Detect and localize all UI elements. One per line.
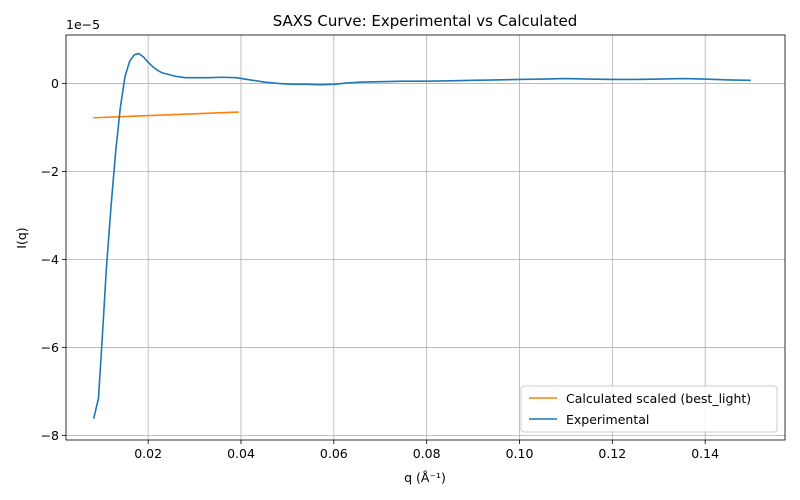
y-tick-label: −6: [41, 340, 59, 355]
y-tick-label: −8: [41, 428, 59, 443]
y-offset-label: 1e−5: [66, 17, 100, 32]
chart-title: SAXS Curve: Experimental vs Calculated: [273, 12, 578, 30]
legend: Calculated scaled (best_light) Experimen…: [520, 385, 778, 433]
y-tick-label: −2: [41, 164, 59, 179]
y-tick-label: 0: [51, 76, 59, 91]
x-tick-label: 0.12: [598, 446, 626, 461]
x-tick-label: 0.14: [691, 446, 719, 461]
plot-frame: [65, 34, 786, 441]
series-layer: [93, 52, 751, 419]
tick-layer: 0.02 0.04 0.06 0.08 0.10 0.12 0.14 −8 −6 −4 −2 0: [41, 76, 720, 461]
x-tick-label: 0.02: [134, 446, 162, 461]
x-axis-label: q (Å⁻¹): [404, 470, 446, 485]
legend-label-experimental: Experimental: [566, 412, 649, 427]
y-axis-label: I(q): [14, 227, 29, 248]
legend-box: [520, 385, 778, 433]
x-tick-label: 0.08: [413, 446, 441, 461]
x-tick-label: 0.04: [227, 446, 255, 461]
x-tick-label: 0.06: [320, 446, 348, 461]
legend-label-calculated: Calculated scaled (best_light): [566, 391, 751, 406]
experimental-series-line: [93, 52, 751, 419]
y-tick-label: −4: [41, 252, 59, 267]
grid-layer: [66, 35, 785, 440]
calculated-series-line: [93, 111, 240, 119]
x-tick-label: 0.10: [506, 446, 534, 461]
